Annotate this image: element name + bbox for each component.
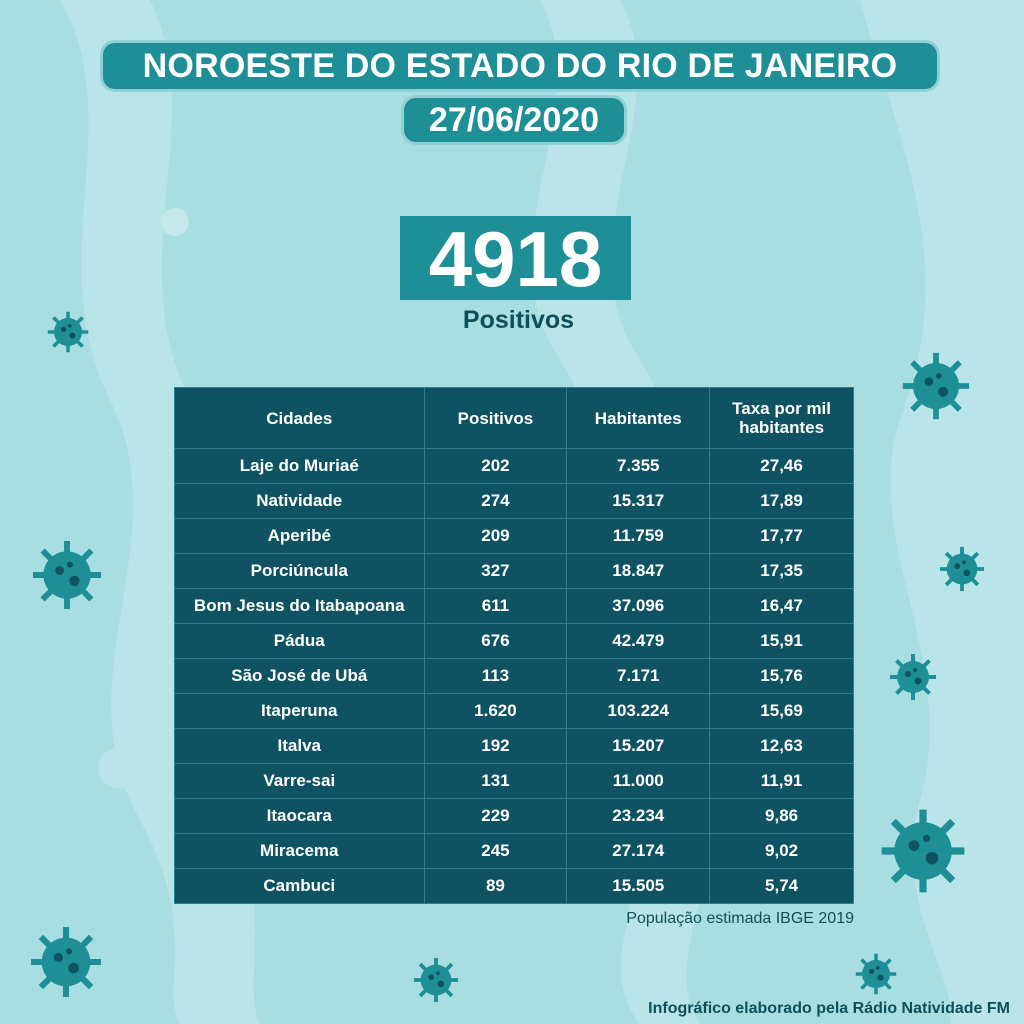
table-row: Miracema 245 27.174 9,02 [174, 833, 854, 869]
virus-icon [31, 927, 101, 997]
city-cell: Bom Jesus do Itabapoana [174, 588, 425, 624]
rate-cell: 17,89 [709, 483, 854, 519]
city-cell: Miracema [174, 833, 425, 869]
city-cell: Laje do Muriaé [174, 448, 425, 484]
positives-cell: 676 [423, 623, 568, 659]
population-cell: 11.000 [566, 763, 711, 799]
rate-cell: 9,86 [709, 798, 854, 834]
virus-icon [939, 546, 985, 592]
table-row: Laje do Muriaé 202 7.355 27,46 [174, 448, 854, 484]
table-row: Natividade 274 15.317 17,89 [174, 483, 854, 519]
city-cell: Aperibé [174, 518, 425, 554]
rate-cell: 17,77 [709, 518, 854, 554]
positives-cell: 229 [423, 798, 568, 834]
rate-cell: 11,91 [709, 763, 854, 799]
total-positives: 4918 [400, 216, 631, 302]
table-row: Italva 192 15.207 12,63 [174, 728, 854, 764]
city-cell: Pádua [174, 623, 425, 659]
population-cell: 23.234 [566, 798, 711, 834]
date-badge: 27/06/2020 [404, 98, 624, 142]
rate-cell: 12,63 [709, 728, 854, 764]
population-cell: 15.505 [566, 868, 711, 904]
rate-cell: 9,02 [709, 833, 854, 869]
city-cell: Natividade [174, 483, 425, 519]
virus-icon [881, 809, 965, 893]
table-row: Aperibé 209 11.759 17,77 [174, 518, 854, 554]
population-cell: 15.317 [566, 483, 711, 519]
rate-cell: 27,46 [709, 448, 854, 484]
column-header-cidades: Cidades [174, 387, 425, 449]
city-cell: São José de Ubá [174, 658, 425, 694]
rate-cell: 17,35 [709, 553, 854, 589]
table-row: Pádua 676 42.479 15,91 [174, 623, 854, 659]
city-cell: Itaperuna [174, 693, 425, 729]
table-row: Porciúncula 327 18.847 17,35 [174, 553, 854, 589]
page-title: NOROESTE DO ESTADO DO RIO DE JANEIRO [103, 43, 937, 89]
positives-cell: 192 [423, 728, 568, 764]
population-cell: 42.479 [566, 623, 711, 659]
virus-icon [413, 957, 459, 1003]
footer-credit: Infográfico elaborado pela Rádio Nativid… [648, 1000, 1010, 1017]
data-source-note: População estimada IBGE 2019 [626, 910, 854, 927]
population-cell: 7.171 [566, 658, 711, 694]
rate-cell: 16,47 [709, 588, 854, 624]
population-cell: 103.224 [566, 693, 711, 729]
virus-icon [32, 540, 102, 610]
city-cell: Italva [174, 728, 425, 764]
positives-cell: 113 [423, 658, 568, 694]
positives-cell: 611 [423, 588, 568, 624]
cases-table: Cidades Positivos Habitantes Taxa por mi… [174, 387, 854, 904]
table-row: São José de Ubá 113 7.171 15,76 [174, 658, 854, 694]
table-row: Varre-sai 131 11.000 11,91 [174, 763, 854, 799]
city-cell: Varre-sai [174, 763, 425, 799]
rate-cell: 15,76 [709, 658, 854, 694]
city-cell: Porciúncula [174, 553, 425, 589]
positives-cell: 327 [423, 553, 568, 589]
rate-cell: 5,74 [709, 868, 854, 904]
virus-icon [855, 953, 897, 995]
table-row: Bom Jesus do Itabapoana 611 37.096 16,47 [174, 588, 854, 624]
table-row: Itaocara 229 23.234 9,86 [174, 798, 854, 834]
rate-cell: 15,69 [709, 693, 854, 729]
positives-cell: 274 [423, 483, 568, 519]
positives-cell: 202 [423, 448, 568, 484]
positives-cell: 131 [423, 763, 568, 799]
table-row: Itaperuna 1.620 103.224 15,69 [174, 693, 854, 729]
virus-icon [902, 352, 970, 420]
virus-icon [890, 654, 936, 700]
population-cell: 27.174 [566, 833, 711, 869]
population-cell: 11.759 [566, 518, 711, 554]
table-row: Cambuci 89 15.505 5,74 [174, 868, 854, 904]
rate-cell: 15,91 [709, 623, 854, 659]
column-header-taxa: Taxa por mil habitantes [709, 387, 854, 449]
total-positives-label: Positivos [462, 306, 575, 334]
positives-cell: 1.620 [423, 693, 568, 729]
positives-cell: 245 [423, 833, 568, 869]
positives-cell: 209 [423, 518, 568, 554]
positives-cell: 89 [423, 868, 568, 904]
population-cell: 7.355 [566, 448, 711, 484]
population-cell: 15.207 [566, 728, 711, 764]
column-header-habitantes: Habitantes [566, 387, 711, 449]
city-cell: Itaocara [174, 798, 425, 834]
population-cell: 37.096 [566, 588, 711, 624]
table-header-row: Cidades Positivos Habitantes Taxa por mi… [174, 387, 854, 449]
city-cell: Cambuci [174, 868, 425, 904]
virus-icon [47, 311, 89, 353]
population-cell: 18.847 [566, 553, 711, 589]
column-header-positivos: Positivos [423, 387, 568, 449]
